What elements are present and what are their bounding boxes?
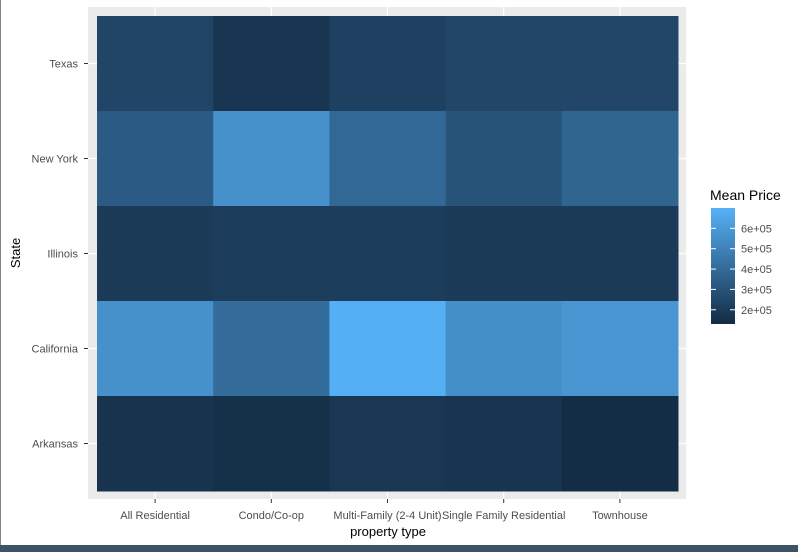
heatmap-tile [445,111,563,207]
heatmap-tile [445,206,563,302]
legend-tick-label: 6e+05 [741,223,772,235]
legend-tick-label: 4e+05 [741,264,772,276]
x-tick-label: Single Family Residential [442,510,566,522]
heatmap-tile [329,206,447,302]
heatmap-tile [213,111,330,207]
legend-colorbar [711,208,735,324]
heatmap-tile [97,16,214,112]
y-tick-label: Texas [49,59,78,71]
legend-tick-label: 3e+05 [741,284,772,296]
x-axis: All Residential Condo/Co-op Multi-Family (… [120,499,648,522]
heatmap-tile [561,206,679,302]
heatmap-tile [445,16,563,112]
y-tick-label: Illinois [47,249,78,261]
x-axis-title: property type [350,524,426,539]
legend-tick-label: 2e+05 [741,305,772,317]
bottom-bar [0,545,798,552]
heatmap-tile [329,111,447,207]
legend-title: Mean Price [710,187,781,203]
heatmap-tile [561,396,679,492]
heatmap-tile [213,206,330,302]
heatmap-tile [97,396,214,492]
y-axis: Texas New York Illinois California Arkansas [32,59,88,451]
y-tick-label: Arkansas [32,439,78,451]
heatmap-tile [561,111,679,207]
heatmap-tile [213,301,330,397]
x-tick-label: Multi-Family (2-4 Unit) [333,510,441,522]
heatmap-tiles [97,16,679,492]
heatmap-tile [213,16,330,112]
heatmap-tile [561,301,679,397]
heatmap-tile [445,396,563,492]
heatmap-tile [445,301,563,397]
legend: Mean Price 2e+05 3e+05 4e+05 5e+05 6e+05 [710,187,781,324]
x-tick-label: Townhouse [592,510,648,522]
heatmap-tile [329,301,447,397]
y-tick-label: New York [32,154,79,166]
heatmap-tile [561,16,679,112]
heatmap-tile [329,16,447,112]
heatmap-tile [97,301,214,397]
heatmap-tile [329,396,447,492]
y-tick-label: California [32,344,79,356]
heatmap-tile [97,206,214,302]
heatmap-tile [213,396,330,492]
x-tick-label: All Residential [120,510,190,522]
heatmap-tile [97,111,214,207]
x-tick-label: Condo/Co-op [239,510,304,522]
legend-tick-label: 5e+05 [741,244,772,256]
y-axis-title: State [8,238,23,268]
